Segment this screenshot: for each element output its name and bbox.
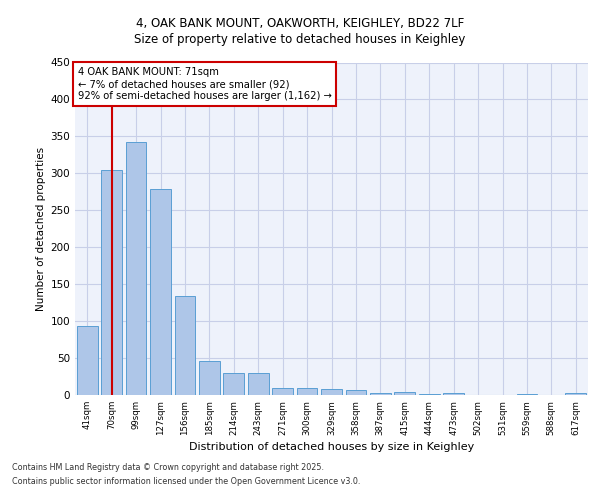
Y-axis label: Number of detached properties: Number of detached properties xyxy=(36,146,46,311)
Text: Contains HM Land Registry data © Crown copyright and database right 2025.: Contains HM Land Registry data © Crown c… xyxy=(12,462,324,471)
X-axis label: Distribution of detached houses by size in Keighley: Distribution of detached houses by size … xyxy=(189,442,474,452)
Bar xyxy=(419,394,440,395)
Text: Contains public sector information licensed under the Open Government Licence v3: Contains public sector information licen… xyxy=(12,478,361,486)
Bar xyxy=(150,189,171,395)
Bar xyxy=(175,296,196,395)
Bar xyxy=(248,373,269,395)
Bar xyxy=(199,361,220,395)
Bar xyxy=(125,142,146,395)
Bar xyxy=(370,393,391,395)
Bar xyxy=(296,388,317,395)
Text: 4, OAK BANK MOUNT, OAKWORTH, KEIGHLEY, BD22 7LF: 4, OAK BANK MOUNT, OAKWORTH, KEIGHLEY, B… xyxy=(136,16,464,30)
Bar xyxy=(321,389,342,395)
Bar xyxy=(346,390,367,395)
Bar xyxy=(565,393,586,395)
Text: 4 OAK BANK MOUNT: 71sqm
← 7% of detached houses are smaller (92)
92% of semi-det: 4 OAK BANK MOUNT: 71sqm ← 7% of detached… xyxy=(77,68,331,100)
Bar xyxy=(394,392,415,395)
Bar xyxy=(223,373,244,395)
Bar xyxy=(443,393,464,395)
Bar xyxy=(517,394,538,395)
Bar xyxy=(77,326,98,395)
Bar xyxy=(101,170,122,395)
Bar xyxy=(272,388,293,395)
Text: Size of property relative to detached houses in Keighley: Size of property relative to detached ho… xyxy=(134,32,466,46)
